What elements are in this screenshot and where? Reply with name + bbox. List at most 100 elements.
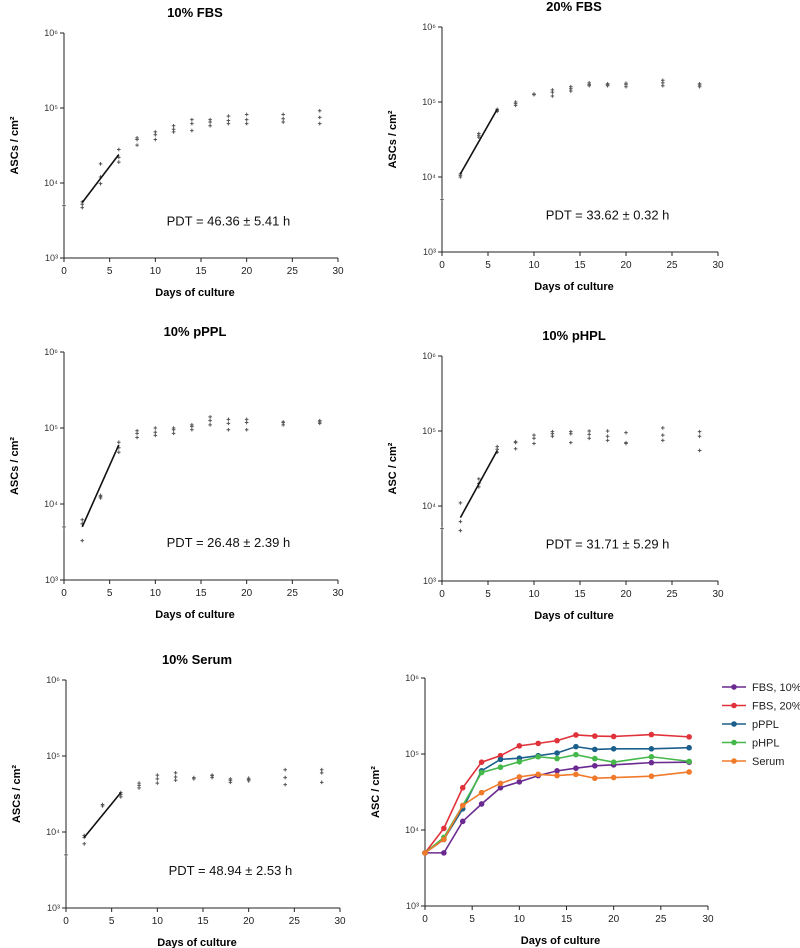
series-marker [554, 772, 560, 779]
y-tick-label: 10⁶ [44, 28, 58, 38]
legend-marker [731, 758, 737, 764]
x-tick-label: 30 [332, 588, 344, 599]
data-point [64, 853, 68, 857]
y-axis-title: ASCs / cm² [11, 765, 23, 823]
series-marker [478, 759, 485, 766]
chart-panel-5: 10³ 10⁴ 10⁵ 10⁶ 0 5 10 15 20 25 30 Days of culture A… [11, 652, 346, 948]
chart-title: 20% FBS [546, 0, 602, 14]
data-point [605, 81, 610, 86]
data-point [569, 440, 573, 445]
series-marker [648, 746, 655, 752]
x-tick-label: 0 [439, 589, 445, 600]
data-point [477, 131, 481, 136]
series-marker [573, 743, 579, 750]
data-point [155, 773, 160, 777]
data-point [587, 432, 591, 437]
series-marker [686, 744, 692, 751]
fit-line [81, 444, 120, 528]
series-marker [592, 733, 598, 739]
x-tick-label: 30 [712, 589, 724, 600]
chart-panel-4: 10³ 10⁴ 10⁵ 10⁶ 0 5 10 15 20 25 30 Days of culture A… [387, 328, 724, 622]
data-point [317, 115, 322, 120]
x-tick-label: 15 [195, 266, 207, 277]
series-marker [610, 746, 617, 752]
data-point [226, 118, 231, 123]
data-point [244, 112, 249, 117]
y-tick-label: 10⁴ [405, 825, 419, 835]
data-point [624, 81, 628, 86]
data-point [80, 538, 85, 543]
y-axis-title: ASCs / cm² [9, 437, 21, 495]
x-tick-label: 30 [334, 916, 346, 927]
x-tick-label: 10 [152, 916, 164, 927]
chart-title: 10% pPPL [164, 324, 227, 339]
series-marker [441, 825, 447, 832]
series-marker [478, 769, 485, 776]
series-marker [554, 755, 560, 762]
data-point [82, 841, 87, 846]
series-marker [497, 764, 504, 771]
series-marker [648, 773, 655, 780]
series-marker [592, 775, 598, 782]
data-point [210, 773, 214, 777]
x-tick-label: 25 [666, 260, 678, 271]
data-point [208, 117, 212, 122]
data-point [80, 517, 85, 522]
y-tick-label: 10⁶ [405, 673, 419, 683]
x-tick-label: 5 [107, 588, 113, 599]
x-tick-label: 25 [287, 266, 299, 277]
data-point [208, 418, 212, 423]
data-point [117, 147, 121, 152]
legend-label: FBS, 20% [752, 701, 800, 713]
x-axis-title: Days of culture [155, 287, 234, 299]
data-point [155, 777, 160, 781]
legend-marker [731, 739, 737, 746]
data-point [495, 444, 499, 449]
chart-title: 10% pHPL [542, 328, 606, 343]
series-marker [592, 746, 598, 753]
chart-panel-3: 10³ 10⁴ 10⁵ 10⁶ 0 5 10 15 20 25 30 Days of culture A… [9, 324, 344, 621]
data-point [190, 427, 194, 432]
data-point [458, 519, 463, 524]
data-point [153, 130, 158, 134]
data-point [226, 421, 231, 426]
data-point [226, 114, 231, 118]
data-point [532, 436, 536, 441]
series-marker [535, 740, 541, 747]
legend-marker [731, 684, 737, 690]
data-point [317, 418, 322, 423]
y-tick-label: 10⁴ [44, 178, 58, 188]
data-point [190, 423, 194, 427]
data-point [569, 429, 573, 434]
x-tick-label: 20 [241, 266, 253, 277]
data-point [458, 528, 463, 533]
y-tick-label: 10⁴ [46, 827, 60, 837]
series-marker [516, 758, 523, 765]
x-axis-title: Days of culture [155, 609, 234, 621]
data-point [550, 94, 555, 98]
fit-line [83, 792, 122, 838]
x-tick-label: 30 [712, 260, 724, 271]
series-marker [554, 737, 560, 744]
y-tick-label: 10⁵ [405, 749, 419, 759]
x-tick-label: 0 [439, 260, 445, 271]
chart-panel-2: 10³ 10⁴ 10⁵ 10⁶ 0 5 10 15 20 25 30 Days of culture A… [387, 0, 724, 293]
x-tick-label: 5 [109, 916, 115, 927]
data-point [137, 781, 141, 785]
x-tick-label: 5 [107, 266, 113, 277]
y-tick-label: 10⁶ [44, 347, 58, 357]
data-point [171, 431, 176, 436]
data-point [281, 112, 285, 117]
data-point [171, 123, 176, 128]
data-point [190, 117, 194, 122]
pdt-annotation: PDT = 48.94 ± 2.53 h [169, 863, 293, 878]
series-marker [516, 779, 523, 785]
x-tick-label: 15 [574, 589, 586, 600]
x-tick-label: 0 [63, 916, 69, 927]
data-point [697, 448, 702, 453]
data-point [587, 429, 591, 433]
data-point [569, 84, 573, 89]
data-point [173, 778, 178, 783]
fit-line [459, 108, 498, 175]
